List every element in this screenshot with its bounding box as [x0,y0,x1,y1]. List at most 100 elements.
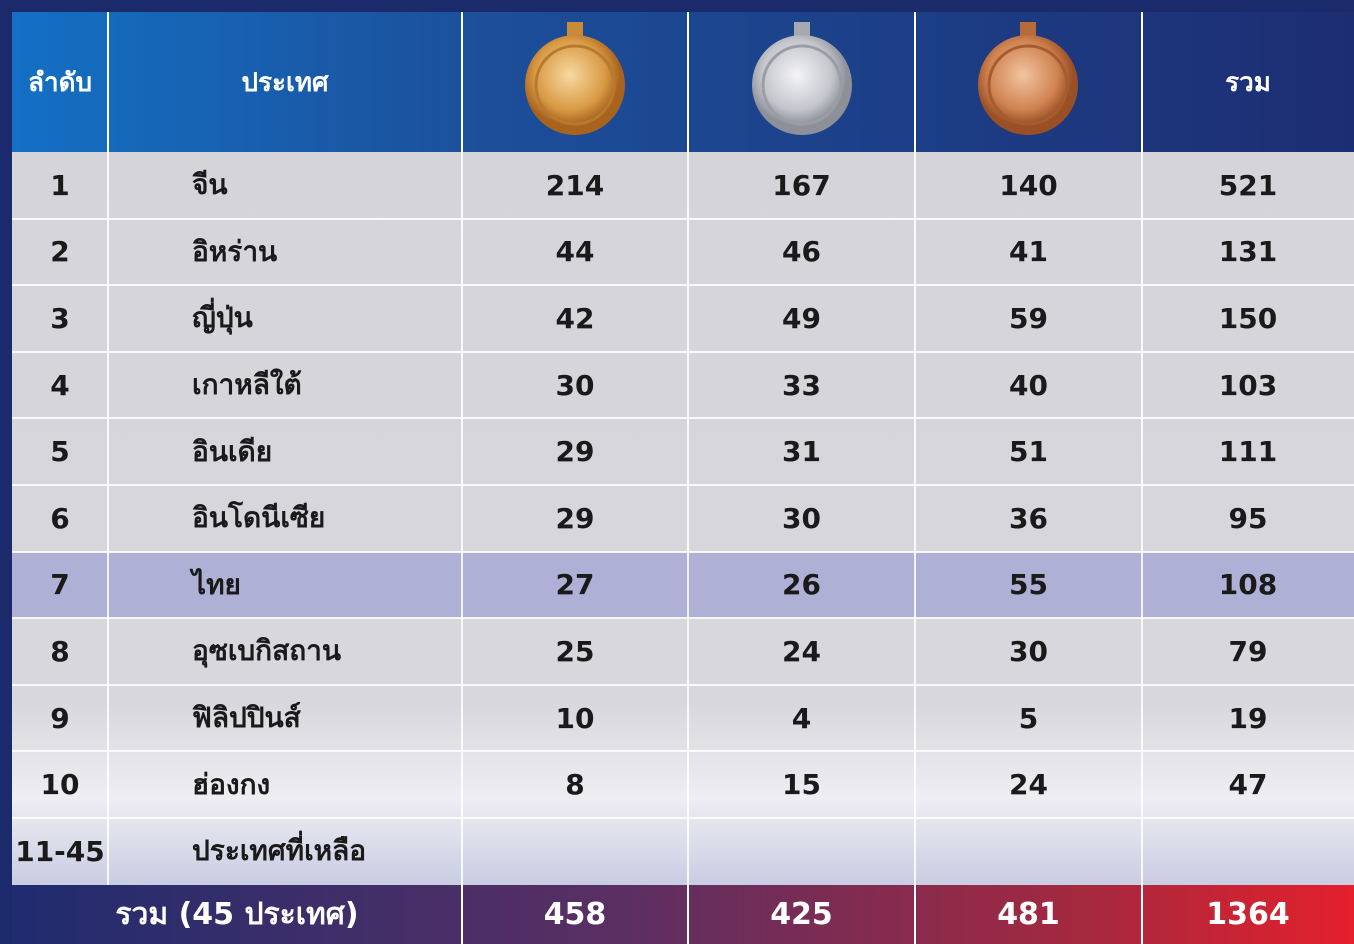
rank: 1 [50,168,70,202]
bronze-medal [978,22,1078,135]
medal-count: 131 [1218,235,1278,269]
medal-count: 10 [555,701,595,735]
rank: 6 [50,501,70,535]
rank: 5 [50,435,70,469]
separator [461,152,463,885]
separator [12,750,1354,753]
medal-count: 15 [782,768,821,802]
separator [12,217,1354,220]
country: ญี่ปุ่น [192,301,253,335]
medal-count: 79 [1228,634,1268,668]
medal-count: 167 [772,168,831,202]
rank: 9 [50,701,70,735]
separator [914,152,916,885]
separator [687,152,689,885]
separator [12,683,1354,686]
header-total: รวม [1225,67,1271,98]
header-bg [12,12,1354,152]
medal-count: 19 [1228,701,1268,735]
medal-count: 24 [1009,768,1048,802]
rank: 11-45 [15,834,105,868]
footer-total: 1364 [1206,897,1290,932]
rank: 2 [50,235,70,269]
separator [1141,12,1143,152]
medal-count: 42 [555,301,595,335]
medal-count: 46 [782,235,821,269]
rank: 10 [40,768,80,802]
country: อินเดีย [192,434,273,468]
medal-count: 103 [1218,368,1278,402]
country: ฮ่องกง [192,767,271,801]
medal-count: 49 [782,301,821,335]
medal-count: 30 [1009,634,1048,668]
medal-count: 25 [555,634,595,668]
medal-count: 36 [1009,501,1048,535]
medal-count: 29 [555,501,595,535]
separator [687,12,689,152]
medal-count: 33 [782,368,821,402]
separator [1141,152,1143,885]
medal-count: 24 [782,634,821,668]
silver-medal [752,22,852,135]
footer-total: 425 [770,897,833,932]
medal-count: 40 [1009,368,1048,402]
medal-count: 521 [1218,168,1278,202]
medal-count: 41 [1009,235,1048,269]
country: ฟิลิปปินส์ [192,701,301,735]
separator [914,885,916,944]
separator [12,284,1354,287]
separator [12,617,1354,620]
medals [525,22,1078,135]
separator [461,12,463,152]
separator [12,484,1354,486]
medal-count: 4 [791,701,812,735]
separator [461,885,463,944]
footer-label: รวม (45 ประเทศ) [115,897,359,932]
footer-bg [12,885,1354,944]
medal-count: 5 [1018,701,1039,735]
medal-count: 55 [1009,568,1048,602]
footer-total: 481 [997,897,1060,932]
medal-count: 8 [565,768,585,802]
body-bg [12,152,1354,885]
medal-count: 59 [1009,301,1048,335]
highlight-row [12,551,1354,619]
medal-count: 30 [782,501,821,535]
medal-count: 140 [999,168,1058,202]
country: เกาหลีใต้ [192,368,302,402]
medal-count: 95 [1228,501,1268,535]
medal-count: 29 [555,435,595,469]
footer-total: 458 [543,897,607,932]
country: อินโดนีเซีย [192,501,326,535]
separator [12,817,1354,819]
separator [107,152,109,885]
country: อุซเบกิสถาน [192,634,342,668]
separator [12,417,1354,420]
medal-count: 111 [1218,435,1278,469]
country: ประเทศที่เหลือ [192,834,367,868]
medal-count: 47 [1228,768,1268,802]
header-rank: ลำดับ [28,67,92,98]
rank: 4 [50,368,70,402]
country: ไทย [192,567,241,601]
separator [687,885,689,944]
rank: 8 [50,634,70,668]
header-country: ประเทศ [241,67,329,98]
rank: 7 [50,568,70,602]
medal-count: 108 [1218,568,1278,602]
separator [1141,885,1143,944]
medal-count: 44 [555,235,595,269]
separator [107,12,109,152]
separator [12,350,1354,353]
medal-count: 214 [545,168,605,202]
separator [914,12,916,152]
gold-medal [525,22,625,135]
medal-count: 51 [1009,435,1048,469]
medal-count: 30 [555,368,595,402]
medal-count: 150 [1218,301,1278,335]
country: อิหร่าน [192,234,278,268]
country: จีน [192,168,228,202]
medal-count: 27 [555,568,595,602]
